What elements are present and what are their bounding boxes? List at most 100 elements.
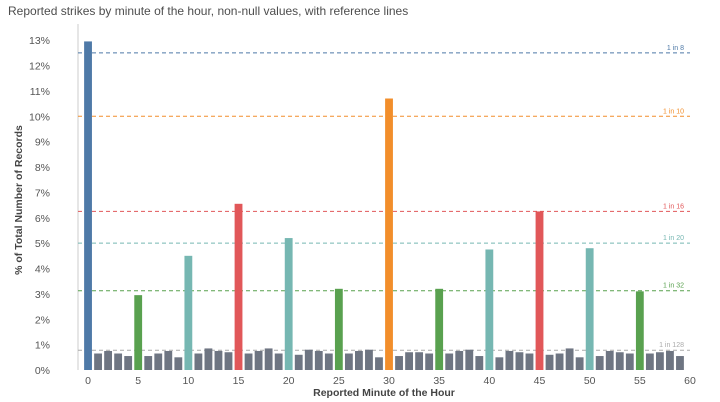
bar — [154, 353, 163, 370]
bar — [545, 354, 554, 370]
bar — [324, 353, 333, 370]
bar — [575, 357, 584, 370]
bar — [515, 352, 524, 370]
bar — [174, 357, 183, 370]
bar — [605, 350, 614, 370]
bar — [666, 350, 674, 370]
x-tick-label: 40 — [484, 375, 496, 387]
y-tick-label: 7% — [35, 187, 50, 199]
bar — [224, 352, 233, 370]
bar — [124, 356, 133, 370]
y-tick-label: 0% — [35, 365, 50, 377]
x-tick-label: 50 — [584, 375, 596, 387]
bar — [465, 349, 474, 370]
y-tick-label: 5% — [35, 238, 50, 250]
bar — [585, 248, 594, 370]
x-axis-ticks: 0 5 10 15 20 25 30 35 40 45 50 55 60 — [85, 375, 696, 387]
chart-title: Reported strikes by minute of the hour, … — [8, 4, 409, 18]
bar — [184, 255, 193, 370]
x-axis-title: Reported Minute of the Hour — [313, 387, 455, 399]
bar — [344, 353, 353, 370]
bar — [194, 353, 203, 370]
x-tick-label: 30 — [383, 375, 395, 387]
bar — [385, 98, 393, 371]
y-tick-label: 6% — [35, 213, 50, 225]
x-tick-label: 0 — [85, 375, 91, 387]
bar — [525, 353, 534, 370]
y-tick-label: 13% — [29, 35, 50, 47]
y-tick-label: 4% — [35, 264, 50, 276]
x-tick-label: 60 — [684, 375, 696, 387]
reference-line-label: 1 in 16 — [663, 203, 684, 210]
y-tick-label: 9% — [35, 137, 50, 149]
bar — [676, 356, 684, 370]
bar — [214, 350, 223, 370]
reference-line-label: 1 in 32 — [663, 283, 684, 290]
bar — [244, 353, 253, 370]
y-axis-ticks: 0% 1% 2% 3% 4% 5% 6% 7% 8% 9% 10% 11% 12% 13% — [29, 35, 50, 377]
bar — [164, 350, 173, 370]
y-tick-label: 12% — [29, 61, 50, 73]
x-tick-label: 5 — [135, 375, 141, 387]
x-tick-label: 45 — [534, 375, 546, 387]
bar — [445, 353, 454, 370]
bar — [264, 348, 273, 370]
bar — [505, 350, 514, 370]
bar — [535, 211, 544, 370]
bar — [284, 238, 293, 370]
bar — [415, 352, 424, 370]
bar — [475, 356, 484, 370]
y-tick-label: 1% — [35, 340, 50, 352]
bar — [495, 357, 504, 370]
y-axis-title: % of Total Number of Records — [13, 125, 25, 275]
bar — [94, 353, 102, 370]
bar — [655, 352, 664, 370]
bar — [645, 353, 654, 370]
y-tick-label: 8% — [35, 162, 50, 174]
x-tick-label: 10 — [183, 375, 195, 387]
bar — [485, 249, 494, 370]
bar — [595, 356, 604, 370]
bar — [405, 352, 413, 370]
bar — [304, 349, 313, 370]
y-tick-label: 10% — [29, 111, 50, 123]
bar — [254, 350, 263, 370]
x-tick-label: 55 — [634, 375, 646, 387]
bar — [425, 353, 434, 370]
y-tick-label: 11% — [30, 86, 50, 98]
bar — [234, 203, 243, 370]
bar — [625, 353, 634, 370]
bar — [274, 353, 283, 370]
bar — [144, 356, 153, 370]
bar — [355, 350, 363, 370]
reference-lines: 1 in 8 1 in 10 1 in 16 1 in 20 1 in 32 1 in 1… — [78, 45, 690, 351]
bar — [114, 353, 123, 370]
x-tick-label: 35 — [433, 375, 445, 387]
x-tick-label: 15 — [233, 375, 245, 387]
bar — [395, 356, 403, 370]
bar — [615, 352, 624, 370]
reference-line-label: 1 in 8 — [667, 45, 684, 52]
bar — [84, 41, 92, 371]
reference-line-label: 1 in 20 — [663, 235, 684, 242]
reference-line-label: 1 in 10 — [663, 108, 684, 115]
bar — [555, 353, 564, 370]
bar — [314, 350, 323, 370]
bar — [455, 350, 464, 370]
bar — [134, 295, 143, 370]
bar — [334, 288, 343, 370]
bar — [435, 288, 444, 370]
bar — [104, 350, 113, 370]
bar — [204, 348, 213, 370]
bar — [294, 354, 303, 370]
bar — [635, 291, 644, 370]
bar — [375, 357, 383, 370]
y-tick-label: 3% — [35, 289, 50, 301]
x-tick-label: 25 — [333, 375, 345, 387]
bar — [365, 349, 373, 370]
y-tick-label: 2% — [35, 314, 50, 326]
bars — [84, 41, 684, 371]
x-tick-label: 20 — [283, 375, 295, 387]
bar — [565, 348, 574, 370]
